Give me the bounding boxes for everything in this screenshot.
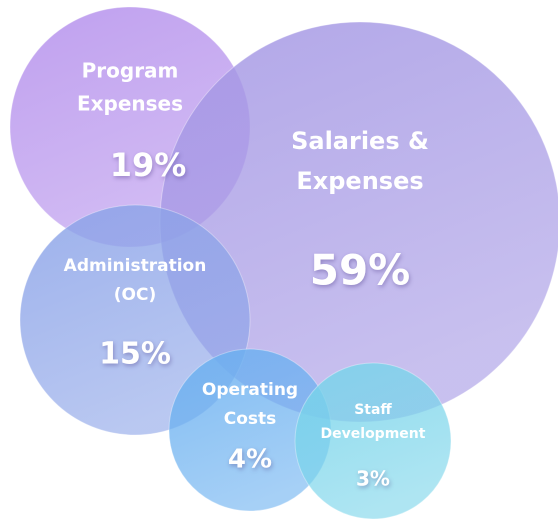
- bubble-label: (OC): [114, 285, 156, 305]
- value-label: 15%: [99, 337, 171, 372]
- bubble-label: Development: [321, 426, 426, 442]
- bubble-label: Staff: [354, 402, 392, 418]
- value-label: 19%: [110, 146, 187, 184]
- bubble-label: Expenses: [296, 167, 423, 195]
- bubble-label: Costs: [224, 409, 277, 429]
- bubble-label: Salaries &: [291, 127, 429, 155]
- value-label: 3%: [356, 467, 390, 491]
- bubble: [294, 362, 452, 520]
- bubble-label: Operating: [202, 380, 298, 400]
- value-label: 59%: [310, 246, 411, 295]
- bubble-label: Administration: [64, 256, 207, 276]
- value-label: 4%: [228, 445, 272, 475]
- bubble-label: Program: [82, 59, 179, 83]
- bubble-label: Expenses: [77, 92, 183, 116]
